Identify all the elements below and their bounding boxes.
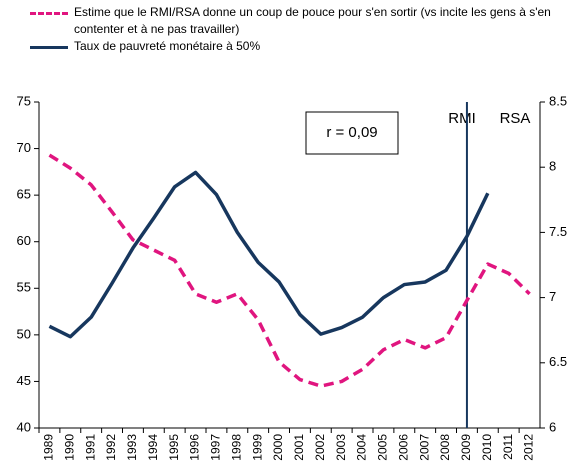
x-tick-label: 1995: [167, 434, 181, 461]
legend-label: Taux de pauvreté monétaire à 50%: [74, 39, 261, 53]
legend-swatch: [30, 12, 68, 15]
legend-item: Estime que le RMI/RSA donne un coup de p…: [30, 4, 575, 38]
annotation: RMI: [448, 110, 476, 127]
legend-label: Estime que le RMI/RSA donne un coup de p…: [74, 5, 551, 36]
legend: Estime que le RMI/RSA donne un coup de p…: [30, 4, 575, 55]
x-tick-label: 2007: [417, 434, 431, 461]
annotation-box: [305, 111, 399, 155]
x-tick-label: 1990: [62, 434, 76, 461]
y-tick-label: 70: [17, 140, 31, 155]
x-tick-label: 2012: [522, 434, 536, 461]
y2-tick-label: 6: [549, 419, 556, 434]
annotation: r = 0,09: [326, 124, 377, 141]
x-tick-label: 2005: [376, 434, 390, 461]
x-tick-label: 2009: [459, 434, 473, 461]
y-tick-label: 45: [17, 373, 31, 388]
x-tick-label: 1998: [229, 434, 243, 461]
y-tick-label: 60: [17, 233, 31, 248]
y-tick-label: 50: [17, 326, 31, 341]
y2-tick-label: 7: [549, 289, 556, 304]
x-tick-label: 2011: [501, 434, 515, 460]
x-tick-label: 1996: [188, 434, 202, 461]
legend-item: Taux de pauvreté monétaire à 50%: [30, 38, 575, 55]
y-tick-label: 40: [17, 419, 31, 434]
x-tick-label: 2002: [313, 434, 327, 461]
x-tick-label: 1999: [250, 434, 264, 461]
x-tick-label: 2003: [334, 434, 348, 461]
x-tick-label: 1997: [209, 434, 223, 461]
x-tick-label: 2004: [355, 434, 369, 461]
y2-tick-label: 7.5: [549, 224, 567, 239]
x-tick-label: 1989: [42, 434, 56, 461]
x-tick-label: 2006: [396, 434, 410, 461]
y-tick-label: 75: [17, 93, 31, 108]
x-tick-label: 2010: [480, 434, 494, 461]
y-tick-label: 55: [17, 280, 31, 295]
y2-tick-label: 6.5: [549, 354, 567, 369]
x-tick-label: 1994: [146, 434, 160, 461]
x-tick-label: 2001: [292, 434, 306, 461]
x-tick-label: 2000: [271, 434, 285, 461]
legend-swatch: [30, 46, 68, 49]
annotation: RSA: [500, 110, 531, 127]
series-line: [48, 153, 531, 388]
x-tick-label: 2008: [438, 434, 452, 461]
x-tick-label: 1992: [104, 434, 118, 461]
x-tick-label: 1991: [83, 434, 97, 461]
y2-tick-label: 8.5: [549, 93, 567, 108]
x-tick-label: 1993: [125, 434, 139, 461]
y-tick-label: 65: [17, 187, 31, 202]
y2-tick-label: 8: [549, 159, 556, 174]
series-line: [48, 170, 490, 339]
